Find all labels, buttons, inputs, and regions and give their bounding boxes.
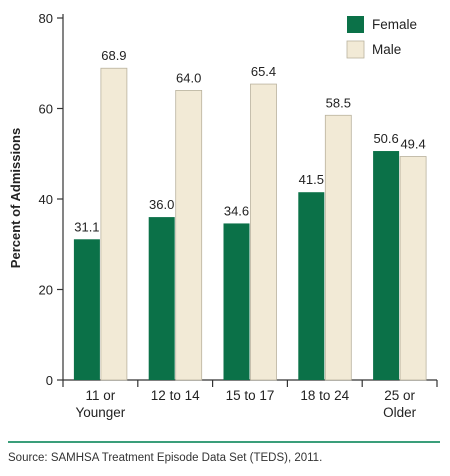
data-labels: 31.1 68.9 36.0 64.0 34.6 65.4 41.5 58.5 50.6 49.4 xyxy=(74,48,426,234)
x-category-label: 15 to 17 xyxy=(226,388,275,403)
data-label-male: 49.4 xyxy=(400,136,425,151)
data-label-male: 68.9 xyxy=(101,48,126,63)
bar-female xyxy=(73,239,100,380)
x-category-label: Older xyxy=(383,405,417,420)
y-axis-title: Percent of Admissions xyxy=(8,128,23,268)
y-tick-label: 60 xyxy=(39,102,53,117)
x-category-label: 11 or xyxy=(86,388,116,403)
data-label-female: 41.5 xyxy=(299,172,324,187)
source-divider xyxy=(8,441,440,443)
axes: 0 20 40 60 80 11 or Younger 12 to 14 15 to 17 18 … xyxy=(39,11,438,420)
bar-female xyxy=(148,217,175,380)
bars xyxy=(73,67,427,381)
source-note: Source: SAMHSA Treatment Episode Data Se… xyxy=(8,452,323,464)
bar-male xyxy=(250,83,277,381)
legend-swatch-male xyxy=(346,40,365,59)
legend-swatch-female xyxy=(347,16,364,33)
data-label-male: 64.0 xyxy=(176,70,201,85)
y-tick-label: 80 xyxy=(39,11,53,26)
bar-male xyxy=(324,114,352,381)
bar-male xyxy=(399,156,427,381)
x-category-label: Younger xyxy=(75,405,125,420)
data-label-male: 58.5 xyxy=(326,95,351,110)
bar-male xyxy=(100,67,128,381)
x-category-label: 25 or xyxy=(384,388,415,403)
bar-female xyxy=(223,223,250,380)
bar-male xyxy=(175,90,203,381)
data-label-male: 65.4 xyxy=(251,64,276,79)
y-tick-label: 40 xyxy=(39,192,53,207)
bar-female xyxy=(373,151,400,380)
data-label-female: 36.0 xyxy=(149,197,174,212)
y-tick-label: 20 xyxy=(39,283,53,298)
data-label-female: 50.6 xyxy=(373,131,398,146)
data-label-female: 31.1 xyxy=(74,219,99,234)
legend-label-female: Female xyxy=(372,17,417,32)
data-label-female: 34.6 xyxy=(224,203,249,218)
bar-female xyxy=(298,192,325,380)
bar-chart: 0 20 40 60 80 11 or Younger 12 to 14 15 to 17 18 … xyxy=(8,11,438,420)
legend: Female Male xyxy=(346,16,417,59)
y-tick-label: 0 xyxy=(46,373,53,388)
x-category-label: 18 to 24 xyxy=(300,388,349,403)
x-category-label: 12 to 14 xyxy=(151,388,200,403)
legend-label-male: Male xyxy=(372,42,401,57)
